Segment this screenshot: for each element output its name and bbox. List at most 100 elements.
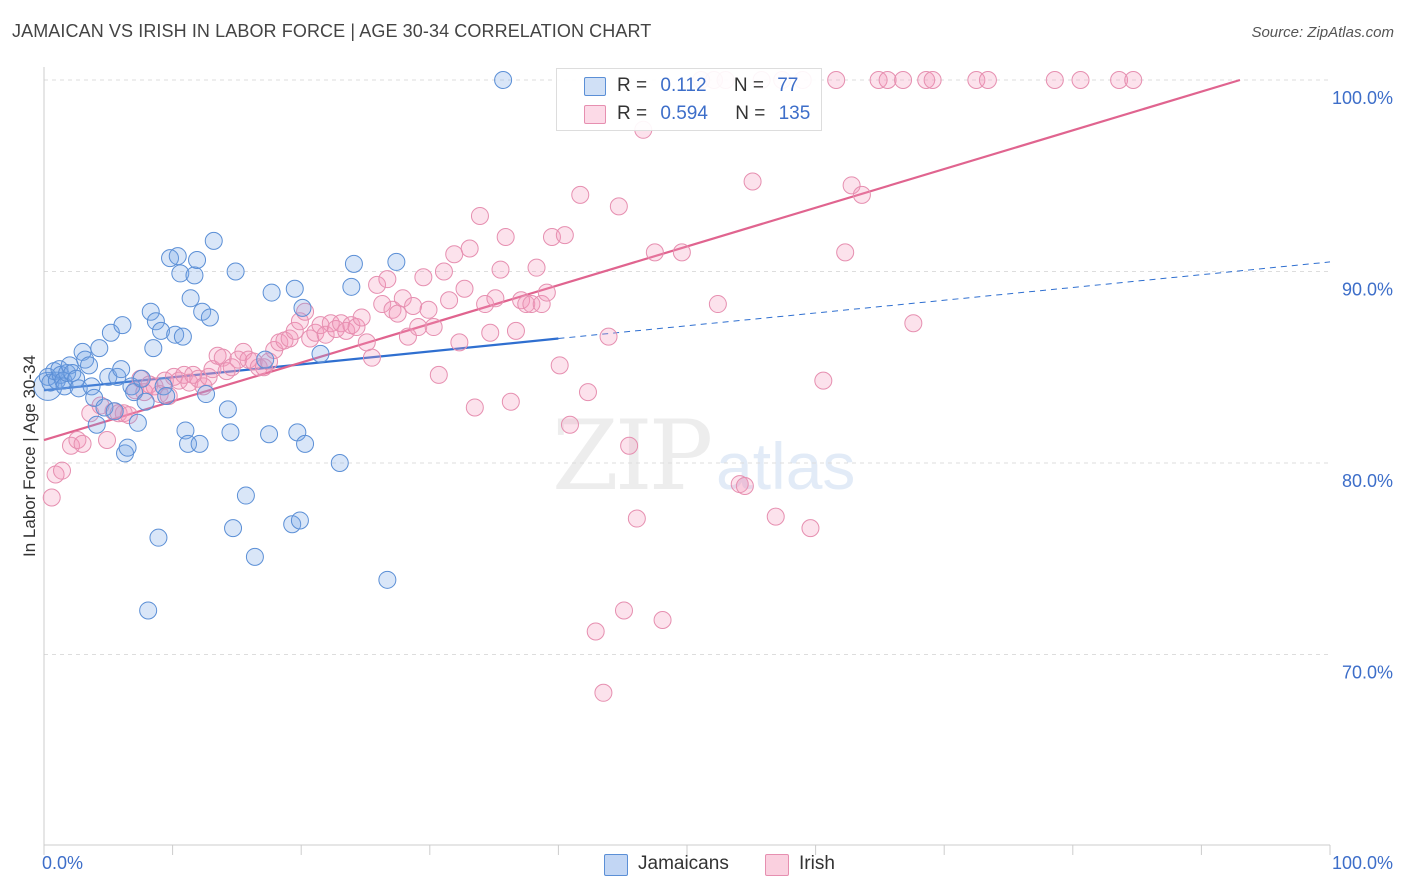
irish-point (814, 371, 833, 390)
irish-point (672, 243, 691, 262)
irish-point (414, 268, 433, 287)
irish-point (869, 71, 888, 89)
jamaicans-point (82, 377, 101, 396)
jamaicans-trend-line (43, 337, 559, 392)
irish-point (249, 358, 268, 377)
stats-legend: R = 0.112 N = 77 R = 0.594 N = 135 (556, 68, 822, 131)
jamaicans-point (132, 369, 151, 388)
jamaicans-point (149, 528, 168, 547)
irish-point (599, 327, 618, 346)
irish-point (213, 348, 232, 367)
y-tick-label: 90.0% (1342, 280, 1393, 300)
axes (43, 67, 1330, 846)
jamaicans-legend-swatch (604, 854, 628, 876)
jamaicans-point (344, 254, 363, 273)
irish-point (119, 406, 138, 425)
jamaicans-point (176, 421, 195, 440)
irish-point (347, 318, 366, 337)
irish-point (550, 356, 569, 375)
source-label: Source: ZipAtlas.com (1251, 24, 1394, 41)
jamaicans-point (112, 360, 131, 379)
irish-point (404, 296, 423, 315)
trend-lines (43, 78, 1331, 442)
irish-point (801, 519, 820, 538)
irish-point (73, 434, 92, 453)
jamaicans-point (125, 383, 144, 402)
jamaicans-point (293, 298, 312, 317)
r-value-irish: 0.594 (660, 103, 708, 124)
jamaicans-point (296, 434, 315, 453)
irish-point (470, 206, 489, 225)
x-tick-label-max: 100.0% (1332, 853, 1393, 873)
irish-point (537, 283, 556, 302)
irish-point (1110, 71, 1129, 89)
watermark-zip: ZIP (552, 400, 713, 512)
irish-point (501, 392, 520, 411)
chart-title: JAMAICAN VS IRISH IN LABOR FORCE | AGE 3… (12, 21, 652, 41)
irish-point (594, 683, 613, 702)
irish-point (555, 226, 574, 245)
jamaicans-point (87, 415, 106, 434)
tick-labels: 70.0% 80.0% 90.0% 100.0% 0.0% 100.0% (42, 88, 1393, 873)
jamaicans-point (152, 321, 171, 340)
irish-point (571, 185, 590, 204)
irish-point (743, 172, 762, 191)
irish-point (1045, 71, 1064, 89)
jamaicans-swatch (584, 77, 606, 96)
irish-point (578, 383, 597, 402)
irish-point (609, 197, 628, 216)
irish-point (337, 321, 356, 340)
r-label: R = (617, 75, 648, 96)
irish-point (460, 239, 479, 258)
irish-point (321, 314, 340, 333)
irish-point (1071, 71, 1090, 89)
irish-point (290, 312, 309, 331)
irish-point (560, 415, 579, 434)
irish-point (244, 352, 263, 371)
irish-point (486, 289, 505, 308)
irish-trend-line (43, 78, 1241, 442)
irish-point (434, 262, 453, 281)
jamaicans-point (136, 392, 155, 411)
irish-point (445, 245, 464, 264)
irish-point (455, 279, 474, 298)
jamaicans-point (146, 312, 165, 331)
irish-point (440, 291, 459, 310)
irish-point (419, 300, 438, 319)
irish-point (878, 71, 897, 89)
jamaicans-point (95, 398, 114, 417)
jamaicans-trend-extension (558, 261, 1331, 340)
irish-point (254, 358, 273, 377)
jamaicans-point (168, 247, 187, 266)
irish-point (155, 371, 174, 390)
jamaicans-point (218, 400, 237, 419)
irish-point (917, 71, 936, 89)
irish-point (373, 295, 392, 314)
watermark-atlas: atlas (716, 429, 856, 503)
irish-point (1124, 71, 1143, 89)
jamaicans-point (256, 350, 275, 369)
jamaicans-point (378, 570, 397, 589)
jamaicans-point (236, 486, 255, 505)
y-tick-label: 100.0% (1332, 88, 1393, 108)
irish-point (98, 431, 117, 450)
irish-point (357, 333, 376, 352)
irish-point (53, 461, 72, 480)
irish-point (894, 71, 913, 89)
irish-point (429, 365, 448, 384)
jamaicans-point (494, 71, 513, 89)
irish-point (827, 71, 846, 89)
jamaicans-point (141, 302, 160, 321)
irish-point (352, 308, 371, 327)
irish-point (627, 509, 646, 528)
irish-point (409, 318, 428, 337)
y-axis-label: In Labor Force | Age 30-34 (20, 355, 39, 557)
jamaicans-point (157, 386, 176, 405)
irish-point (362, 348, 381, 367)
irish-point (491, 260, 510, 279)
jamaicans-point (173, 327, 192, 346)
irish-point (465, 398, 484, 417)
irish-point (522, 295, 541, 314)
jamaicans-point (342, 277, 361, 296)
irish-point (517, 295, 536, 314)
